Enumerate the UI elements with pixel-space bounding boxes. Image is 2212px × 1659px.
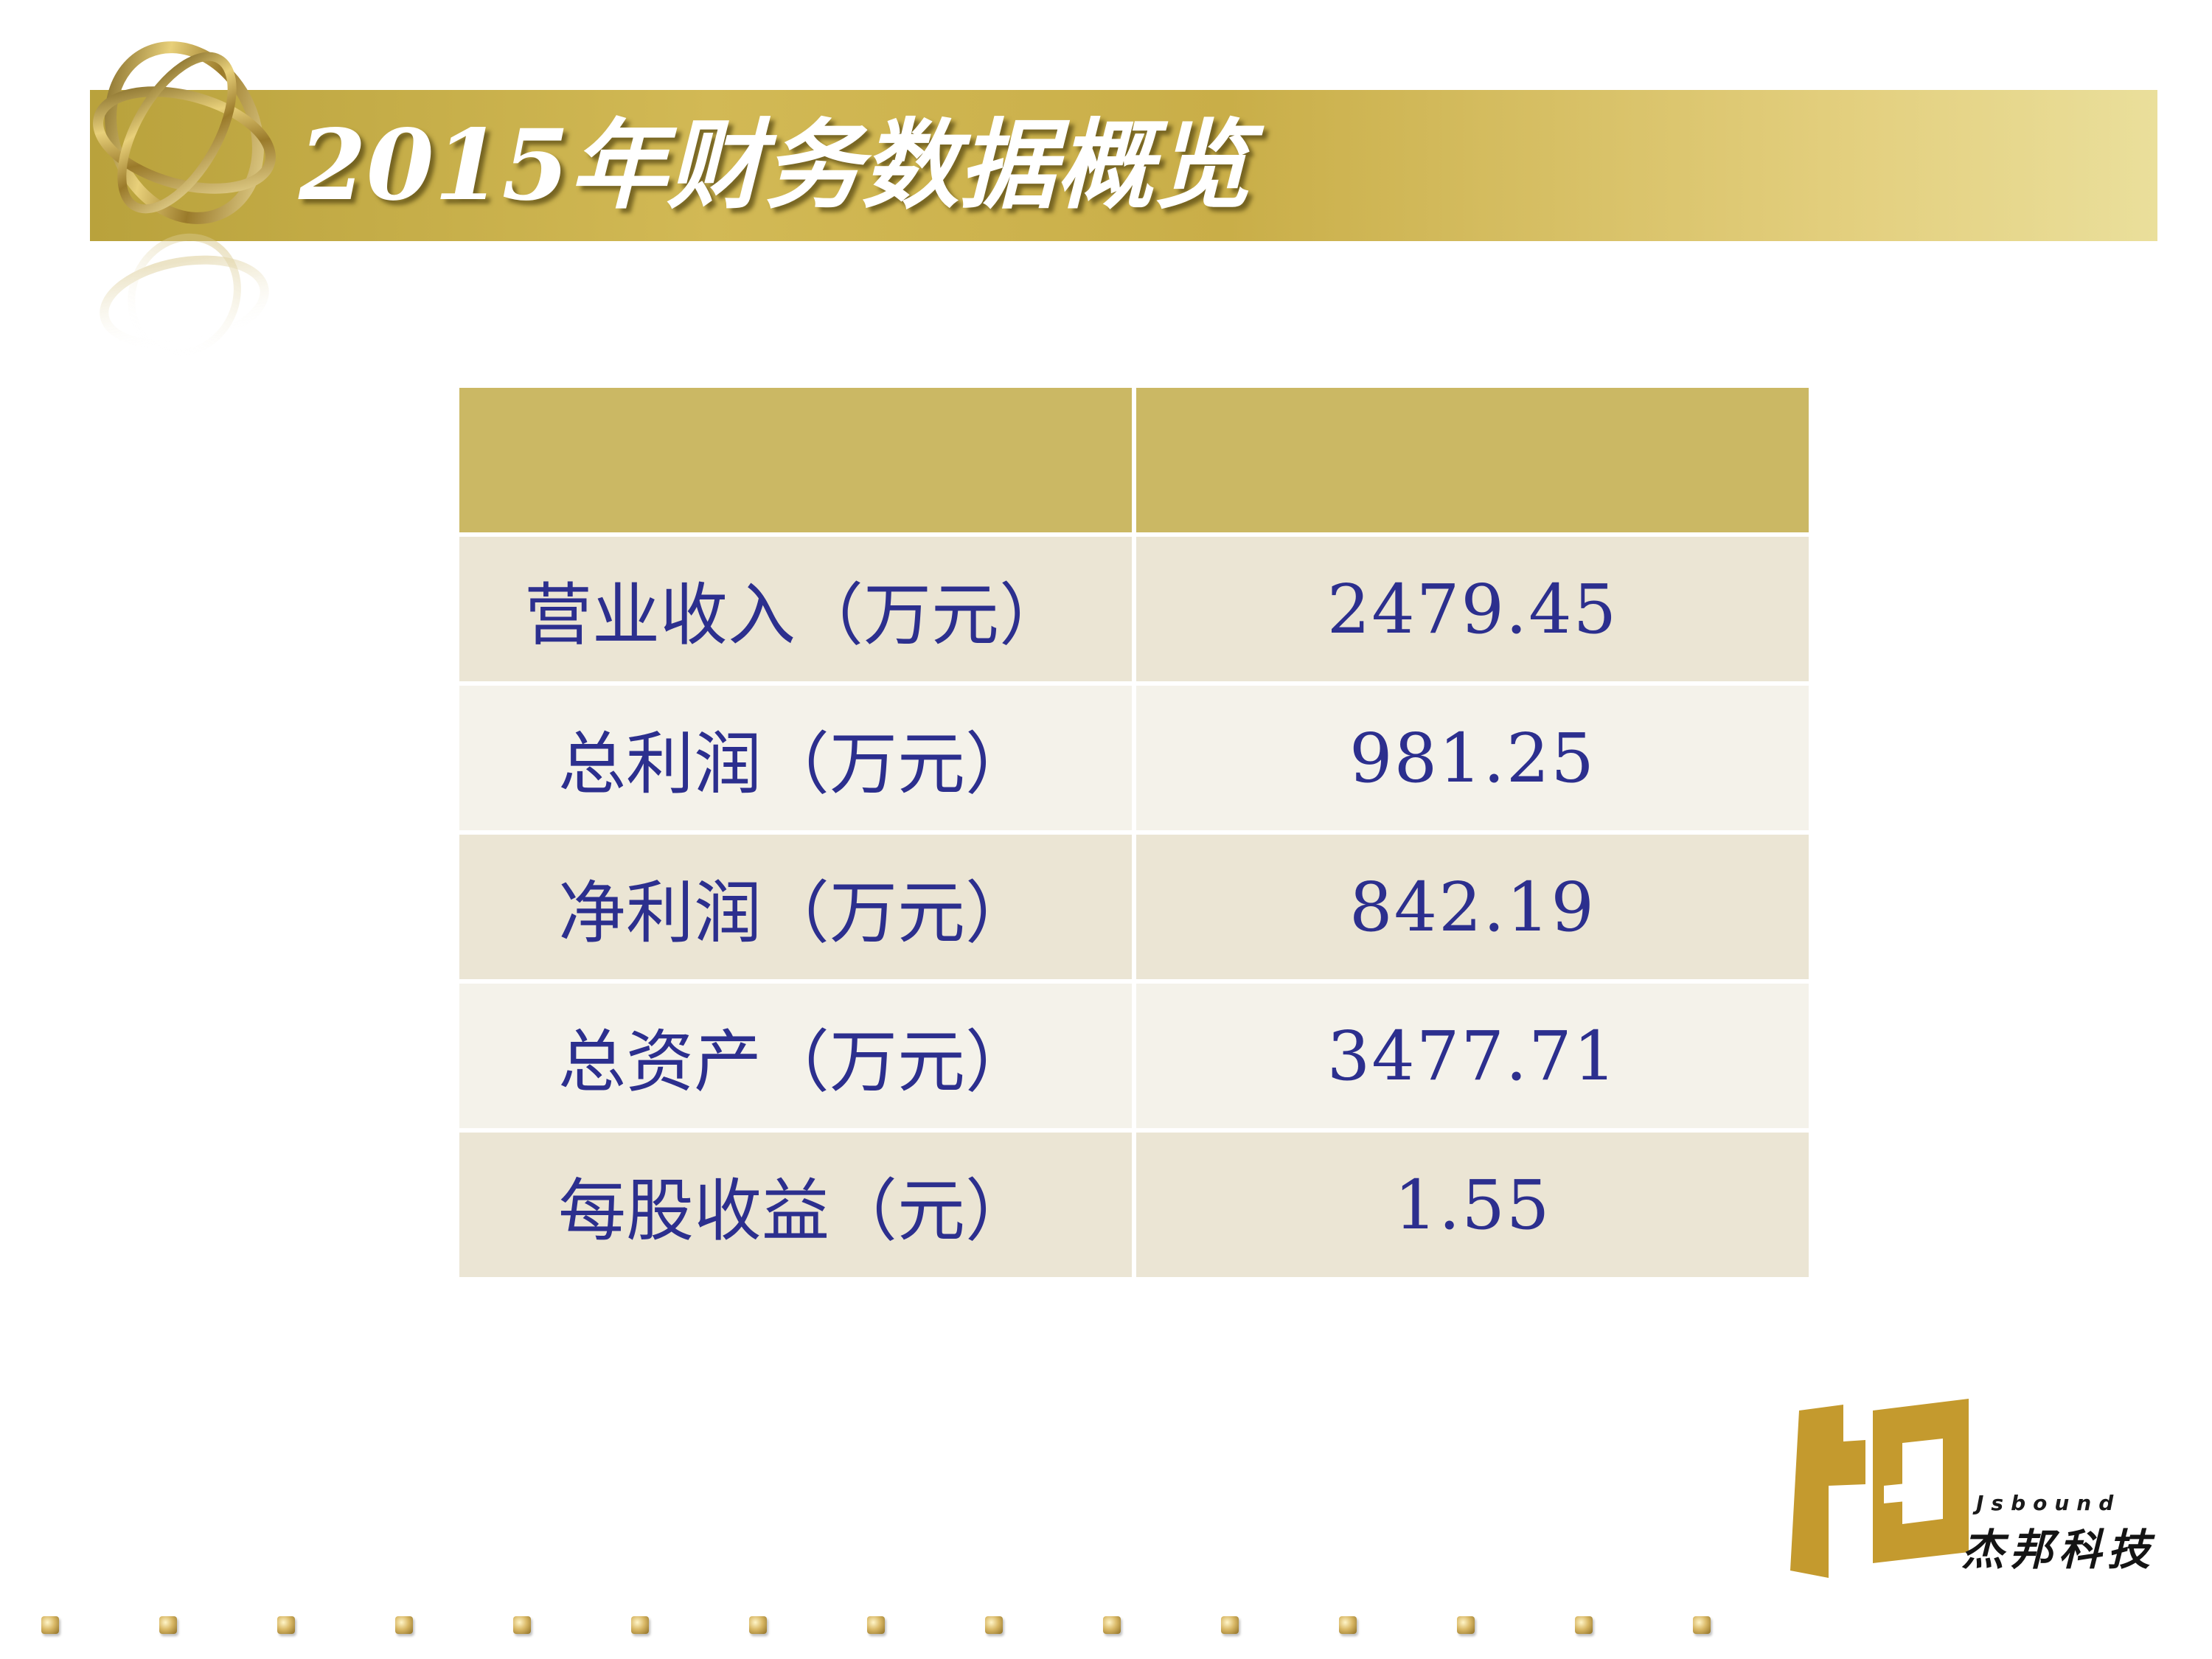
decorative-dot — [277, 1616, 295, 1634]
table-header-row — [455, 383, 1813, 537]
decorative-dot — [867, 1616, 885, 1634]
row-value: 2479.45 — [1132, 532, 1813, 686]
title-band — [90, 90, 2157, 241]
row-value: 3477.71 — [1132, 979, 1813, 1133]
decorative-dot — [1339, 1616, 1357, 1634]
table-row: 每股收益（元） 1.55 — [455, 1128, 1813, 1281]
table-row: 总资产（万元） 3477.71 — [455, 979, 1813, 1133]
decorative-dot — [749, 1616, 767, 1634]
row-value: 1.55 — [1132, 1128, 1813, 1281]
decorative-dot-row — [41, 1616, 1737, 1646]
table-row: 总利润（万元） 981.25 — [455, 681, 1813, 835]
header-cell-value — [1132, 383, 1813, 537]
row-value: 842.19 — [1132, 830, 1813, 984]
company-logo-mark — [1790, 1399, 1969, 1578]
header-cell-label — [455, 383, 1136, 537]
row-label: 净利润（万元） — [455, 830, 1136, 984]
decorative-dot — [631, 1616, 649, 1634]
decorative-dot — [1575, 1616, 1593, 1634]
table-row: 营业收入（万元） 2479.45 — [455, 532, 1813, 686]
decorative-dot — [1457, 1616, 1475, 1634]
gold-rings-logo — [93, 41, 276, 357]
decorative-dot — [1693, 1616, 1711, 1634]
decorative-dot — [985, 1616, 1003, 1634]
decorative-dot — [395, 1616, 413, 1634]
slide-title: 2015年财务数据概览 — [299, 108, 1251, 223]
decorative-dot — [41, 1616, 59, 1634]
decorative-dot — [1103, 1616, 1121, 1634]
table-row: 净利润（万元） 842.19 — [455, 830, 1813, 984]
brand-name-cn: 杰邦科技 — [1961, 1525, 2157, 1575]
row-label: 每股收益（元） — [455, 1128, 1136, 1281]
decorative-dot — [1221, 1616, 1239, 1634]
row-value: 981.25 — [1132, 681, 1813, 835]
row-label: 营业收入（万元） — [455, 532, 1136, 686]
row-label: 总利润（万元） — [455, 681, 1136, 835]
brand-name-en: Jsbound — [1976, 1491, 2121, 1515]
financial-table: 营业收入（万元） 2479.45 总利润（万元） 981.25 净利润（万元） … — [455, 383, 1813, 1281]
decorative-dot — [513, 1616, 531, 1634]
row-label: 总资产（万元） — [455, 979, 1136, 1133]
decorative-dot — [159, 1616, 177, 1634]
